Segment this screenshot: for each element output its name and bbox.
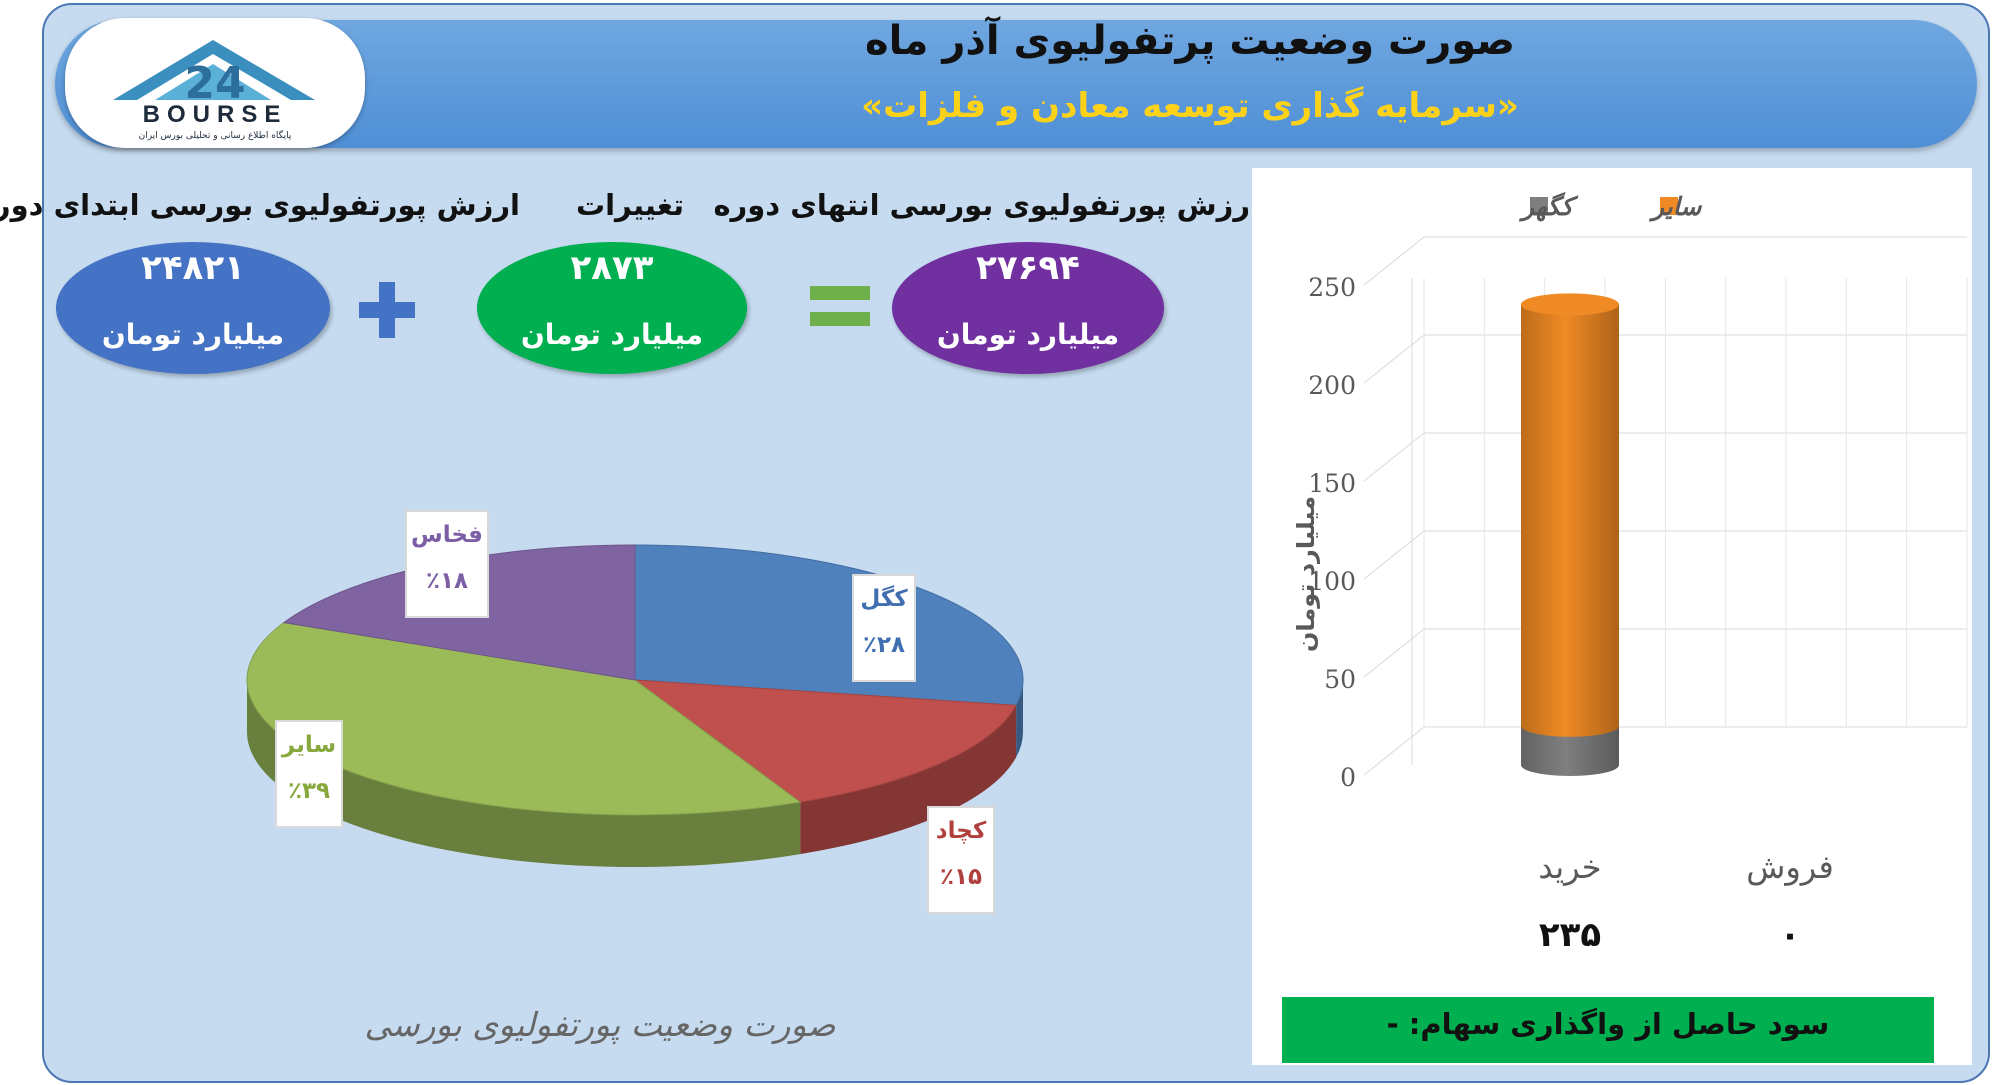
- bar-0-series-1: [1521, 304, 1619, 737]
- pie-label-kagol-name: کگل: [860, 586, 908, 612]
- pie-label-sayer: سایر ٪۳۹: [275, 720, 343, 828]
- bar-chart: 0 50 100 150 200 250 میلیارد تومان سایر کگهر خرید…: [1292, 191, 1968, 955]
- profit-banner: سود حاصل از واگذاری سهام: -: [1282, 997, 1934, 1063]
- change-unit: میلیارد تومان: [520, 318, 704, 351]
- pie-label-fakhas-value: ٪۱۸: [425, 568, 469, 594]
- bar-chart-panel: 0 50 100 150 200 250 میلیارد تومان سایر کگهر خرید…: [1252, 168, 1972, 1065]
- change-value-oval: ۲۸۷۳ میلیارد تومان: [477, 242, 747, 374]
- gridline-depth-4: [1363, 334, 1425, 384]
- start-value-heading: ارزش پورتفولیوی بورسی ابتدای دوره: [0, 188, 520, 222]
- gridline-depth-2: [1363, 530, 1425, 580]
- logo-number: 24: [184, 58, 245, 109]
- pie-slice-0: [634, 544, 1024, 706]
- page-subtitle: «سرمایه گذاری توسعه معادن و فلزات»: [861, 86, 1519, 126]
- pie-side-1: [800, 705, 1017, 855]
- pie-slice-2: [246, 621, 802, 816]
- start-unit: میلیارد تومان: [101, 318, 285, 351]
- change-value: ۲۸۷۳: [570, 248, 654, 288]
- pie-label-fakhas-name: فخاس: [410, 522, 483, 548]
- logo-text: BOURSE: [143, 101, 288, 128]
- profit-text: سود حاصل از واگذاری سهام: -: [1386, 1007, 1830, 1041]
- bar-cap-0-series-1: [1521, 293, 1619, 316]
- gridline-depth-0: [1363, 726, 1425, 776]
- pie-side-0: [1016, 680, 1023, 758]
- pie-label-kagol: کگل ٪۲۸: [852, 574, 916, 682]
- gridline-depth-1: [1363, 628, 1425, 678]
- logo-tagline: پایگاه اطلاع رسانی و تحلیلی بورس ایران: [139, 129, 292, 141]
- x-category-label-0: خرید: [1538, 848, 1601, 886]
- plus-icon: [359, 282, 415, 338]
- legend-swatch-0: [1660, 197, 1678, 215]
- equals-icon: [810, 286, 870, 326]
- y-tick-label-3: 150: [1308, 469, 1356, 498]
- pie-label-sayer-name: سایر: [281, 732, 337, 758]
- gridline-depth-3: [1363, 432, 1425, 482]
- legend-swatch-1: [1530, 197, 1548, 215]
- bar-0-series-0: [1521, 725, 1619, 776]
- y-tick-label-2: 100: [1308, 567, 1356, 596]
- y-axis-label: میلیارد تومان: [1292, 496, 1320, 652]
- end-unit: میلیارد تومان: [936, 318, 1120, 351]
- start-value-oval: ۲۴۸۲۱ میلیارد تومان: [56, 242, 330, 374]
- change-heading: تغییرات: [575, 188, 685, 222]
- pie-label-sayer-value: ٪۳۹: [287, 778, 331, 804]
- header-band: [55, 20, 1977, 148]
- bar-total-0: ۲۳۵: [1539, 915, 1601, 955]
- y-tick-label-1: 50: [1324, 665, 1356, 694]
- pie-label-kagol-value: ٪۲۸: [862, 632, 906, 658]
- y-tick-label-5: 250: [1308, 273, 1356, 302]
- bar-total-1: ۰: [1780, 915, 1801, 955]
- pie-label-kachad-name: کچاد: [935, 818, 987, 844]
- legend-label-0: سایر: [1648, 192, 1702, 222]
- pie-slice-1: [633, 679, 1017, 803]
- gridline-depth-5: [1363, 236, 1425, 286]
- pie-side-2: [247, 680, 801, 868]
- logo: 24 BOURSE پایگاه اطلاع رسانی و تحلیلی بو…: [65, 18, 365, 148]
- legend-label-1: کگهر: [1518, 191, 1579, 222]
- pie-label-fakhas: فخاس ٪۱۸: [405, 510, 489, 618]
- start-value: ۲۴۸۲۱: [141, 248, 245, 288]
- y-tick-label-0: 0: [1340, 763, 1356, 792]
- end-value-heading: ارزش پورتفولیوی بورسی انتهای دوره: [713, 188, 1260, 222]
- pie-caption: صورت وضعیت پورتفولیوی بورسی: [364, 1005, 836, 1044]
- page-title: صورت وضعیت پرتفولیوی آذر ماه: [865, 18, 1515, 64]
- x-category-label-1: فروش: [1746, 848, 1833, 886]
- pie-label-kachad: کچاد ٪۱۵: [927, 806, 995, 914]
- end-value: ۲۷۶۹۴: [976, 248, 1080, 288]
- y-tick-label-4: 200: [1308, 371, 1356, 400]
- end-value-oval: ۲۷۶۹۴ میلیارد تومان: [892, 242, 1164, 374]
- pie-label-kachad-value: ٪۱۵: [939, 864, 983, 890]
